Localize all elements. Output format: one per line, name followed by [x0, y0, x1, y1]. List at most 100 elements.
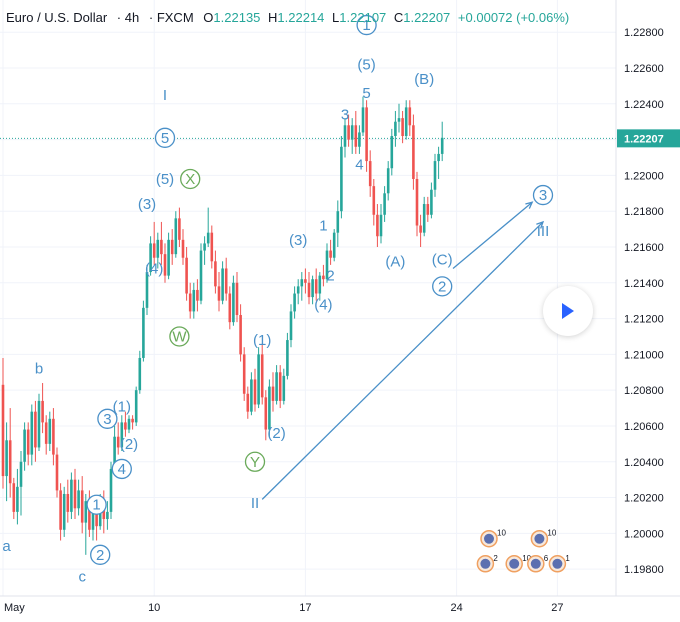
candle-body [127, 418, 131, 430]
price-tick-label: 1.20200 [624, 493, 664, 505]
flag-icon [552, 558, 563, 569]
candle-body [257, 354, 260, 405]
candle-body [311, 279, 314, 298]
candle-body [250, 379, 253, 412]
candle-body [343, 125, 347, 147]
symbol-header: Euro / U.S. Dollar · 4h · FXCM O1.22135 … [6, 10, 570, 25]
time-tick-label: 17 [299, 602, 311, 614]
candle-body [134, 390, 138, 423]
candle-body [271, 386, 275, 401]
candle-body [160, 239, 163, 255]
wave-label: c [78, 568, 86, 585]
play-button[interactable] [543, 286, 593, 336]
interval[interactable]: 4h [124, 10, 140, 25]
candle-body [55, 454, 59, 491]
event-badge-count: 10 [547, 529, 556, 538]
wave-label: 1 [92, 497, 100, 514]
candle-body [433, 161, 437, 190]
time-axis: May 10 17 24 27 [0, 595, 680, 614]
open-label: O [203, 10, 214, 25]
candle-body [95, 508, 98, 527]
wave-label: (1) [253, 332, 271, 349]
candle-body [228, 293, 232, 323]
candle-body [73, 479, 77, 509]
candle-body [34, 411, 37, 448]
candle-body [397, 118, 401, 122]
price-tick-label: 1.22600 [624, 63, 664, 75]
candle-body [109, 468, 113, 512]
candle-body [394, 121, 397, 137]
candle-body [77, 490, 80, 509]
wave-label: X [185, 171, 195, 188]
candle-body [368, 161, 372, 187]
trend-line[interactable] [452, 201, 533, 269]
candle-body [278, 372, 282, 401]
candle-body [401, 118, 404, 137]
close-value: 1.22207 [403, 10, 451, 25]
wave-circle [154, 127, 176, 148]
play-icon [562, 303, 574, 319]
candle-body [181, 239, 185, 258]
candle-body [412, 125, 415, 179]
candle-body [12, 483, 16, 512]
candle-body [178, 218, 181, 240]
candle-body [174, 218, 178, 255]
candle-body [235, 282, 239, 316]
wave-label: a [2, 538, 11, 555]
candle-body [167, 239, 170, 276]
candle-body [430, 189, 433, 215]
time-tick-label: 24 [450, 602, 462, 614]
candle-body [142, 307, 145, 358]
candle-body [120, 422, 124, 448]
high-value: 1.22214 [277, 10, 325, 25]
candle-body [185, 257, 188, 294]
price-tick-label: 1.21800 [624, 206, 664, 218]
wave-label: 2 [438, 278, 446, 295]
wave-label: (B) [414, 71, 434, 88]
candle-body [106, 511, 109, 520]
wave-label: (2) [267, 425, 285, 442]
trend-arrow-head [536, 220, 545, 229]
data-source: FXCM [156, 10, 194, 25]
price-tick-label: 1.20000 [624, 528, 664, 540]
candle-body [84, 501, 88, 523]
price-tick-label: 1.22000 [624, 170, 664, 182]
candle-body [325, 250, 329, 280]
candle-body [188, 293, 192, 312]
wave-circle [432, 276, 453, 297]
candle-body [59, 490, 62, 530]
candle-body [145, 272, 149, 308]
candle-body [376, 214, 379, 237]
candle-body [199, 250, 203, 301]
candle-body [253, 379, 257, 405]
candle-body [426, 204, 430, 215]
last-price-label: 1.22207 [624, 133, 664, 145]
wave-circle [111, 458, 132, 480]
candle-body [390, 136, 394, 169]
wave-label: 4 [118, 461, 126, 478]
wave-label: (C) [432, 252, 453, 269]
change-value: +0.00072 (+0.06%) [457, 10, 570, 25]
candle-body [19, 461, 23, 487]
candle-body [131, 418, 134, 423]
wave-circle [356, 14, 377, 36]
candle-body [386, 168, 390, 194]
wave-label: (3) [138, 196, 156, 213]
trend-line[interactable] [261, 221, 544, 500]
candle-body [170, 239, 174, 255]
event-badges[interactable]: 10 10 2 10 6 1 [476, 529, 570, 573]
wave-label: (A) [385, 253, 405, 270]
wave-label: II [251, 495, 259, 512]
candle-body [372, 186, 376, 215]
candle-body [419, 225, 422, 233]
candle-body [286, 340, 289, 376]
candle-body [217, 286, 221, 301]
candle-body [340, 146, 343, 212]
event-badge-count: 1 [565, 554, 570, 563]
candle-body [52, 418, 55, 455]
candle-body [37, 400, 41, 448]
candle-body [242, 354, 246, 394]
candle-body [44, 422, 48, 444]
candle-body [296, 286, 300, 294]
